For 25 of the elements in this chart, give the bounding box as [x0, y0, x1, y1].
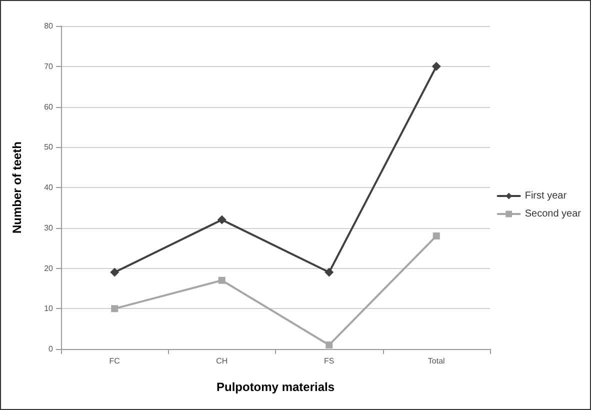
point [324, 268, 334, 277]
point [432, 232, 440, 240]
point [432, 62, 441, 71]
y-tick-label: 10 [44, 304, 54, 314]
y-tick-label: 40 [44, 183, 54, 192]
x-tick-label: FS [324, 356, 334, 366]
y-tick-label: 0 [48, 344, 54, 354]
x-tick-label: Total [428, 356, 446, 366]
y-tick-label: 20 [44, 264, 54, 273]
x-axis-title: Pulpotomy materials [216, 380, 335, 394]
y-tick-label: 70 [44, 62, 54, 71]
point [111, 305, 118, 312]
y-axis-title: Number of teeth [10, 141, 24, 234]
legend-label: First year [524, 190, 568, 202]
legend-label: Second year [524, 208, 582, 220]
y-tick-label: 30 [44, 223, 54, 232]
point [218, 276, 226, 284]
y-tick-label: 60 [44, 102, 54, 112]
point [326, 341, 333, 348]
point [110, 268, 120, 277]
x-tick-label: CH [216, 356, 228, 366]
y-tick-label: 50 [44, 142, 54, 152]
x-tick-label: FC [109, 356, 120, 366]
point [217, 215, 226, 224]
y-tick-label: 80 [44, 22, 54, 30]
